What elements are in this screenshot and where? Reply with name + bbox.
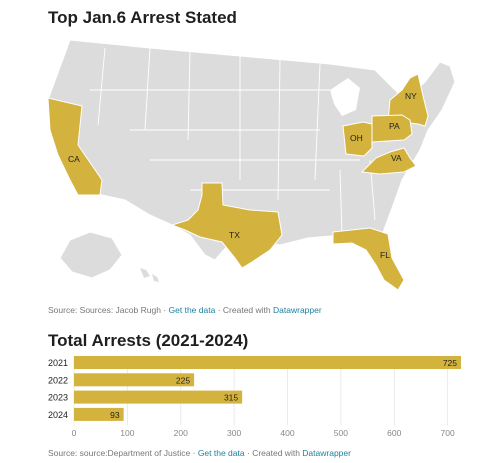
- label-VA: VA: [391, 153, 402, 163]
- x-tick-label: 300: [227, 428, 241, 438]
- bar-chart: 2021 725 2022 225 2023 315 2024 93 0 100 200 300 40…: [48, 356, 461, 438]
- label-PA: PA: [389, 121, 400, 131]
- great-lakes-gap: [330, 78, 360, 116]
- hawaii: [140, 268, 159, 282]
- x-tick-label: 100: [120, 428, 134, 438]
- bar-2021: [74, 356, 461, 369]
- x-tick-label: 200: [174, 428, 188, 438]
- bar-created-with: Created with: [252, 448, 300, 458]
- category-label-2024: 2024: [48, 410, 68, 420]
- bar-source: Source: source:Department of Justice · G…: [48, 448, 351, 458]
- x-ticks: 0 100 200 300 400 500 600 700: [72, 428, 455, 438]
- x-tick-label: 500: [334, 428, 348, 438]
- bar-get-data-link[interactable]: Get the data: [197, 448, 245, 458]
- category-label-2022: 2022: [48, 375, 68, 385]
- separator-dot: ·: [192, 448, 196, 458]
- bar-2024: [74, 407, 124, 421]
- state-OH: [342, 121, 373, 157]
- bar-2023: [74, 390, 243, 404]
- bar-datawrapper-link[interactable]: Datawrapper: [302, 448, 351, 458]
- x-tick-label: 400: [280, 428, 294, 438]
- separator-dot: ·: [217, 305, 221, 315]
- state-labels: CA TX FL NY PA OH VA: [68, 91, 417, 260]
- map-datawrapper-link[interactable]: Datawrapper: [273, 305, 322, 315]
- bar-chart-title: Total Arrests (2021-2024): [48, 331, 249, 350]
- x-tick-label: 0: [72, 428, 77, 438]
- separator-dot: ·: [163, 305, 167, 315]
- label-FL: FL: [380, 250, 390, 260]
- map-title: Top Jan.6 Arrest Stated: [48, 8, 237, 27]
- map-source: Source: Sources: Jacob Rugh · Get the da…: [48, 305, 322, 315]
- map-source-prefix: Source: Sources: Jacob Rugh: [48, 305, 161, 315]
- category-label-2023: 2023: [48, 393, 68, 403]
- separator-dot: ·: [246, 448, 250, 458]
- value-label-2021: 725: [443, 358, 457, 368]
- label-NY: NY: [405, 91, 417, 101]
- alaska: [59, 231, 123, 279]
- bar-2022: [74, 373, 195, 387]
- bar-source-prefix: Source: source:Department of Justice: [48, 448, 191, 458]
- state-FL: [332, 227, 405, 291]
- category-label-2021: 2021: [48, 358, 68, 368]
- bars-group: 2021 725 2022 225 2023 315 2024 93: [48, 356, 461, 421]
- value-label-2024: 93: [110, 410, 120, 420]
- state-CA: [47, 97, 103, 196]
- state-VA: [360, 147, 417, 175]
- map-created-with: Created with: [222, 305, 271, 315]
- highlighted-states: [47, 73, 429, 291]
- label-TX: TX: [229, 230, 240, 240]
- value-label-2022: 225: [176, 375, 190, 385]
- state-TX: [170, 182, 283, 269]
- label-OH: OH: [350, 133, 363, 143]
- x-tick-label: 700: [441, 428, 455, 438]
- value-label-2023: 315: [224, 393, 238, 403]
- x-tick-label: 600: [387, 428, 401, 438]
- map-get-data-link[interactable]: Get the data: [168, 305, 216, 315]
- us-map: CA TX FL NY PA OH VA: [47, 39, 456, 291]
- label-CA: CA: [68, 154, 80, 164]
